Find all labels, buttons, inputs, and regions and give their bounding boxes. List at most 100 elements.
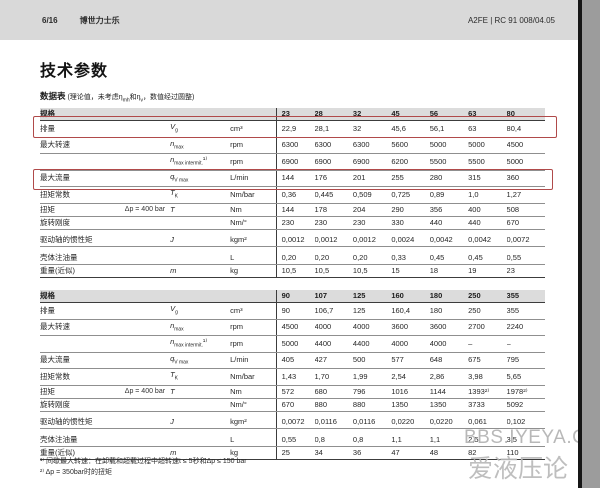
cell-value: 0,102 [506, 416, 545, 429]
row-label: 驱动轴的惯性矩 [40, 234, 171, 247]
row-symbol: TK [170, 368, 231, 386]
cell-value: 255 [391, 170, 430, 187]
row-symbol: nmax [170, 319, 231, 336]
size-column-header: 125 [352, 290, 392, 303]
brand-name: 博世力士乐 [79, 15, 120, 25]
cell-value: 1144 [429, 385, 469, 399]
cell-value: 0,33 [391, 251, 430, 265]
cell-value: 22,9 [275, 120, 315, 138]
footnote-2: ²⁾ Δp = 350bar时的扭矩 [40, 469, 112, 476]
section-gap [40, 411, 545, 416]
row-unit: rpm [230, 319, 277, 336]
spec-row: 扭矩 Δp = 400 bar T Nm 144 178 204 290 356 400 508 [40, 203, 545, 217]
cell-value: 178 [314, 203, 353, 217]
datasheet-label: 数据表 [40, 91, 66, 101]
cell-value: 440 [429, 216, 469, 230]
cell-value: 36 [352, 446, 392, 460]
cell-value: 230 [352, 216, 392, 230]
cell-value: 2,54 [391, 368, 430, 386]
cell-value: 4000 [391, 335, 430, 353]
cell-value: 4500 [506, 137, 545, 154]
spec-row: 排量 Vg cm³ 22,9 28,1 32 45,6 56,1 63 80,4 [40, 120, 545, 138]
page-header-bar: 6/16 博世力士乐 A2FE | RC 91 008/04.05 [0, 0, 578, 40]
cell-value: 4000 [429, 335, 469, 353]
cell-value: 500 [352, 352, 392, 369]
cell-value: 1,1 [429, 433, 469, 447]
row-symbol: J [170, 234, 231, 247]
row-unit: cm³ [230, 120, 277, 138]
spec-row: 旋转刚度 Nm/° 230 230 230 330 440 440 670 [40, 216, 545, 230]
cell-value: 1,1 [391, 433, 430, 447]
spec-row: 壳体注油量 L 0,55 0,8 0,8 1,1 1,1 2,5 3,5 [40, 433, 545, 447]
cell-value: 48 [429, 446, 469, 460]
cell-value: 508 [506, 203, 545, 217]
row-label: 排量 [40, 302, 171, 320]
cell-value: – [468, 335, 507, 353]
cell-value: 2,86 [429, 368, 469, 386]
cell-value: 18 [429, 264, 469, 278]
size-column-header: 355 [506, 290, 545, 303]
cell-value: 1,99 [352, 368, 392, 386]
footnote-1: ¹⁾ 间歇最大转速：在卸载和超载过程中超转速t ≤ 5秒和Δp ≤ 150 ba… [40, 458, 247, 465]
cell-value: 5600 [391, 137, 430, 154]
cell-value: 1978²⁾ [506, 385, 545, 399]
cell-value: 0,20 [275, 251, 315, 265]
doc-reference: A2FE | RC 91 008/04.05 [467, 15, 555, 25]
spec-row: 最大转速 nmax rpm 4500 4000 4000 3600 3600 2700 2240 [40, 319, 545, 336]
cell-value: 5500 [429, 153, 469, 171]
cell-value: 6900 [314, 153, 353, 171]
cell-value: 5092 [506, 398, 545, 412]
cell-value: 0,55 [506, 251, 545, 265]
cell-value: 1350 [429, 398, 469, 412]
page-edge-line [578, 0, 582, 488]
cell-value: 0,445 [314, 186, 353, 204]
row-unit: kg [230, 446, 277, 460]
gap-cell [275, 411, 545, 416]
spec-table-2: 规格 90 107 125 160 180 250 355 排量 Vg cm³ 90 106,7 125 1… [40, 290, 545, 460]
row-unit: cm³ [230, 302, 277, 320]
cell-value: 880 [352, 398, 392, 412]
row-label: 扭矩常数 [40, 368, 171, 386]
cell-value: 356 [429, 203, 469, 217]
cell-value: 82 [468, 446, 507, 460]
row-symbol: Vg [170, 302, 231, 320]
cell-value: 144 [275, 203, 315, 217]
cell-value: 15 [391, 264, 430, 278]
cell-value: 1016 [391, 385, 430, 399]
row-label-text: 扭矩 [40, 386, 55, 396]
row-label: 扭矩常数 [40, 186, 171, 204]
size-column-header: 45 [391, 108, 430, 121]
spec-row: 扭矩 Δp = 400 bar T Nm 572 680 796 1016 1144 1393²⁾… [40, 385, 545, 399]
cell-value: 0,0042 [429, 234, 469, 247]
row-label: 最大转速 [40, 319, 171, 336]
cell-value: 5000 [506, 153, 545, 171]
cell-value: 5500 [468, 153, 507, 171]
cell-value: 360 [506, 170, 545, 187]
cell-value: 4500 [275, 319, 315, 336]
cell-value: 2700 [468, 319, 507, 336]
cell-value: 0,8 [314, 433, 353, 447]
cell-value: – [506, 335, 545, 353]
cell-value: 0,725 [391, 186, 430, 204]
row-unit: Nm/bar [230, 368, 277, 386]
row-label [40, 335, 171, 353]
row-label: 最大转速 [40, 137, 171, 154]
page-title: 技术参数 [40, 63, 109, 80]
row-unit: L/min [230, 352, 277, 369]
cell-value: 880 [314, 398, 353, 412]
cell-value: 0,0116 [352, 416, 392, 429]
section-gap [40, 428, 545, 434]
row-symbol: m [170, 446, 231, 460]
cell-value: 230 [314, 216, 353, 230]
row-condition-note: Δp = 400 bar [124, 387, 166, 395]
cell-value: 0,509 [352, 186, 392, 204]
cell-value: 6900 [352, 153, 392, 171]
cell-value: 1,27 [506, 186, 545, 204]
row-symbol: nmax [170, 137, 231, 154]
row-label: 重量(近似) [40, 446, 171, 460]
row-label [40, 153, 171, 171]
cell-value: 670 [506, 216, 545, 230]
cell-value: 10,5 [352, 264, 392, 278]
size-column-header: 63 [468, 108, 507, 121]
cell-value: 5,65 [506, 368, 545, 386]
